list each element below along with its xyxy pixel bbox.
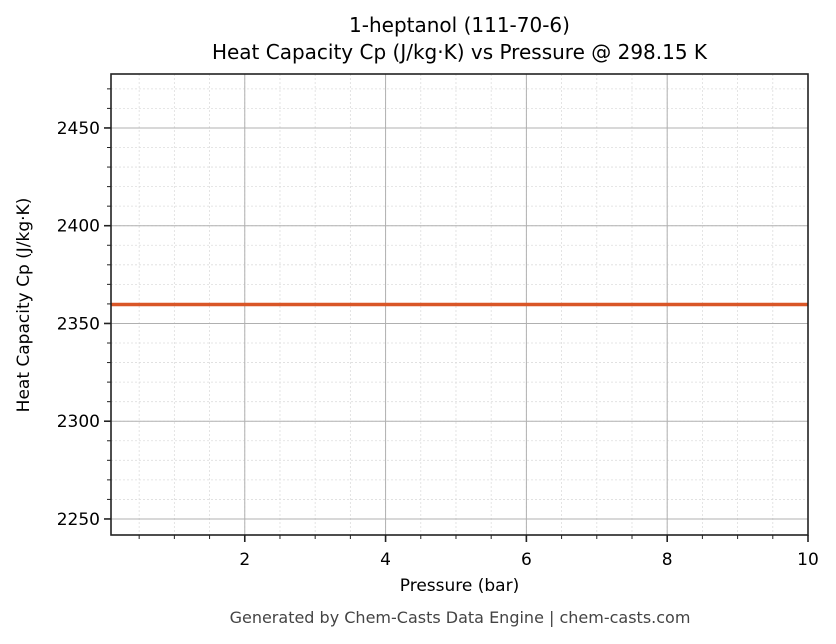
x-tick-label: 10 (797, 550, 819, 570)
x-tick-label: 6 (521, 550, 532, 570)
chart-title: 1-heptanol (111-70-6) (349, 13, 570, 37)
x-tick-label: 4 (380, 550, 391, 570)
axes-frame (110, 73, 809, 536)
y-tick-label: 2300 (57, 412, 100, 432)
y-tick-label: 2350 (57, 314, 100, 334)
x-tick-label: 2 (239, 550, 250, 570)
y-tick-label: 2400 (57, 217, 100, 237)
x-axis-label: Pressure (bar) (399, 576, 520, 596)
x-tick-label: 8 (662, 550, 673, 570)
y-tick-label: 2250 (57, 510, 100, 530)
footer-credit: Generated by Chem-Casts Data Engine | ch… (229, 608, 691, 627)
y-axis-label: Heat Capacity Cp (J/kg·K) (14, 197, 34, 413)
chart-subtitle: Heat Capacity Cp (J/kg·K) vs Pressure @ … (211, 40, 708, 64)
y-tick-label: 2450 (57, 119, 100, 139)
